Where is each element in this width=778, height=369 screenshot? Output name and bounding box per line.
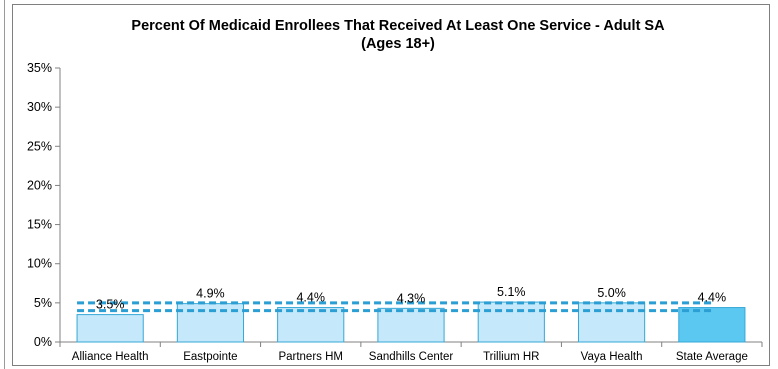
chart-frame <box>12 4 770 366</box>
labels-layer: 3.5% Alliance Health 4.9% Eastpointe 4.4% Par… <box>72 285 748 363</box>
bar <box>678 307 746 343</box>
data-label: 4.3% <box>397 291 426 305</box>
bar <box>477 301 545 343</box>
y-tick-label: 0% <box>34 335 52 349</box>
y-tick-label: 10% <box>27 257 52 271</box>
bar <box>76 314 144 343</box>
category-label: Trillium HR <box>483 351 539 363</box>
category-label: Sandhills Center <box>369 351 454 363</box>
data-label: 4.4% <box>296 291 325 305</box>
chart-title-line-2: (Ages 18+) <box>361 36 435 52</box>
y-tick-label: 25% <box>27 139 52 153</box>
left-border-line <box>4 0 5 369</box>
data-label: 4.4% <box>698 291 727 305</box>
data-label: 5.0% <box>597 286 626 300</box>
bar <box>577 302 646 343</box>
bar <box>377 307 445 343</box>
data-label: 5.1% <box>497 285 526 299</box>
axis-layer: 0% 5% 10% 15% 20% 25% 30% 35% <box>27 61 763 349</box>
category-label: Vaya Health <box>581 351 643 363</box>
bars-layer <box>76 301 746 343</box>
y-tick-label: 30% <box>27 100 52 114</box>
data-label: 4.9% <box>196 287 225 301</box>
y-tick-label: 20% <box>27 178 52 192</box>
y-tick-label: 35% <box>27 61 52 75</box>
category-label: State Average <box>676 351 748 363</box>
category-label: Alliance Health <box>72 351 149 363</box>
bar <box>277 307 345 343</box>
chart-title-line-1: Percent Of Medicaid Enrollees That Recei… <box>131 18 665 34</box>
data-label: 3.5% <box>96 298 125 312</box>
category-label: Eastpointe <box>183 351 237 363</box>
y-tick-label: 5% <box>34 296 52 310</box>
category-label: Partners HM <box>278 351 343 363</box>
reference-lines-layer <box>77 301 712 313</box>
y-tick-label: 15% <box>27 218 52 232</box>
